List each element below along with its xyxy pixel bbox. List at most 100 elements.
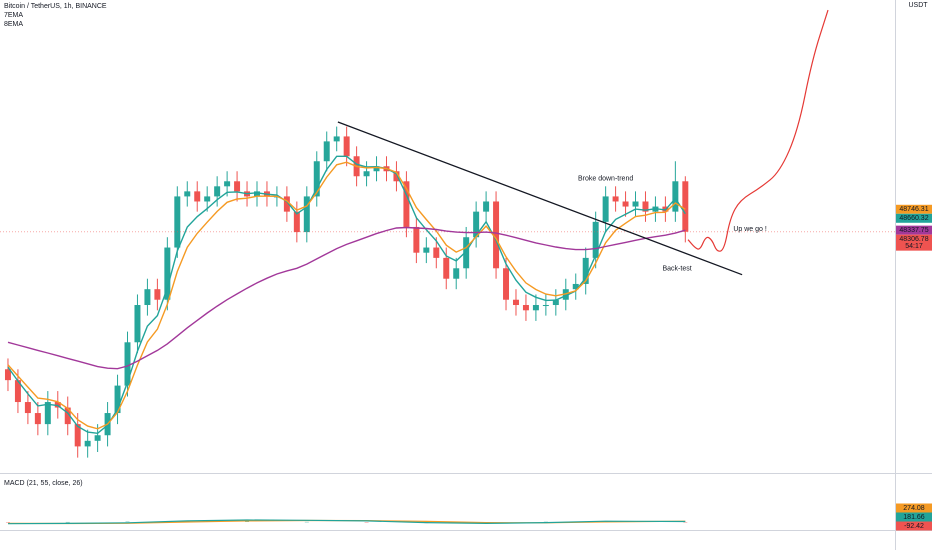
price-badge bbox=[896, 234, 932, 251]
annotation: Up we go ! bbox=[733, 226, 767, 233]
indicator-line bbox=[7, 226, 686, 370]
candle-body bbox=[224, 181, 231, 187]
marks-layer bbox=[0, 9, 895, 525]
candle-body bbox=[144, 289, 151, 306]
candle-body bbox=[483, 201, 490, 212]
candle-body bbox=[682, 181, 689, 232]
histogram-bar bbox=[5, 522, 10, 523]
price-badge bbox=[896, 204, 932, 214]
candle-body bbox=[303, 196, 310, 233]
candle-body bbox=[373, 166, 380, 172]
candle-body bbox=[503, 268, 510, 300]
candle-body bbox=[393, 171, 400, 182]
price-badge bbox=[896, 213, 932, 223]
value-badge-label: -92.42 bbox=[904, 523, 924, 530]
candle-body bbox=[443, 257, 450, 279]
candle-body bbox=[622, 201, 629, 207]
candle-body bbox=[522, 305, 529, 311]
candle-body bbox=[94, 435, 101, 441]
annotation: Broke down-trend bbox=[578, 176, 633, 183]
price-badge-label: 48337.75 bbox=[899, 227, 928, 234]
candle-body bbox=[363, 171, 370, 177]
candle-body bbox=[254, 191, 260, 197]
candle-body bbox=[114, 385, 121, 414]
candle-body bbox=[592, 221, 599, 258]
value-badge bbox=[896, 512, 932, 522]
value-badge-label: 274.08 bbox=[903, 505, 925, 512]
histogram-bar bbox=[245, 521, 250, 523]
candle-body bbox=[343, 136, 350, 157]
candle-body bbox=[403, 181, 410, 227]
candle-body bbox=[64, 407, 71, 425]
indicator-title: MACD (21, 55, close, 26) bbox=[4, 480, 83, 487]
price-badge bbox=[896, 225, 932, 235]
legend-entry: 8EMA bbox=[4, 21, 23, 28]
candle-body bbox=[423, 247, 430, 253]
annotation: Back-test bbox=[663, 266, 692, 273]
indicator-line bbox=[7, 161, 686, 430]
indicator-line bbox=[7, 155, 686, 435]
labels-layer: Broke down-trend Back-test Up we go ! 48746… bbox=[578, 176, 932, 531]
countdown-label: 54:17 bbox=[905, 243, 923, 250]
candle-body bbox=[4, 369, 11, 381]
candle-body bbox=[214, 186, 221, 197]
candle-body bbox=[313, 161, 320, 197]
candle-body bbox=[283, 196, 290, 212]
candle-body bbox=[493, 201, 500, 269]
histogram-bar bbox=[125, 521, 130, 523]
candle-body bbox=[124, 342, 131, 386]
candle-body bbox=[74, 424, 81, 447]
histogram-bar bbox=[683, 522, 688, 523]
candle-body bbox=[572, 283, 579, 290]
candle-body bbox=[44, 402, 51, 425]
candle-body bbox=[14, 380, 21, 403]
candle-body bbox=[512, 299, 519, 306]
candle-body bbox=[194, 191, 201, 202]
histogram-bar bbox=[543, 521, 548, 523]
candle-body bbox=[532, 305, 539, 311]
price-badge-label: 48306.78 bbox=[899, 236, 928, 243]
candle-body bbox=[24, 402, 31, 414]
candle-body bbox=[672, 181, 679, 212]
legend-entry: 7EMA bbox=[4, 12, 23, 19]
candle-body bbox=[642, 201, 649, 212]
histogram-bar bbox=[65, 521, 70, 523]
trend-line bbox=[337, 121, 743, 276]
projection-path bbox=[687, 9, 829, 252]
candle-body bbox=[54, 402, 61, 408]
candle-body bbox=[204, 196, 211, 202]
value-badge bbox=[896, 503, 932, 513]
candle-body bbox=[413, 226, 420, 253]
candle-body bbox=[134, 305, 141, 343]
value-badge bbox=[896, 521, 932, 531]
macd-line bbox=[7, 519, 686, 525]
candle-body bbox=[164, 247, 171, 300]
candle-body bbox=[612, 196, 619, 202]
candle-body bbox=[632, 201, 639, 207]
candle-body bbox=[552, 299, 559, 306]
candle-body bbox=[323, 141, 330, 162]
candle-body bbox=[473, 211, 480, 238]
candle-body bbox=[333, 136, 340, 142]
candle-body bbox=[293, 211, 300, 233]
candle-body bbox=[184, 191, 191, 197]
candle-body bbox=[84, 440, 91, 447]
candle-body bbox=[433, 247, 440, 258]
candle-body bbox=[154, 289, 161, 300]
candle-body bbox=[234, 181, 241, 192]
candle-body bbox=[542, 305, 549, 307]
value-badge-label: 181.66 bbox=[903, 514, 925, 521]
candle-body bbox=[463, 237, 470, 269]
histogram-bar bbox=[364, 522, 369, 523]
price-badge-label: 48660.32 bbox=[899, 215, 928, 222]
histogram-bar bbox=[304, 521, 309, 523]
price-unit: USDT bbox=[908, 2, 928, 9]
candle-body bbox=[582, 257, 589, 284]
candle-body bbox=[602, 196, 609, 222]
symbol-title: Bitcoin / TetherUS, 1h, BINANCE bbox=[4, 3, 107, 10]
price-badge-label: 48746.31 bbox=[899, 206, 928, 213]
candle-body bbox=[174, 196, 181, 248]
candle-body bbox=[34, 413, 41, 425]
